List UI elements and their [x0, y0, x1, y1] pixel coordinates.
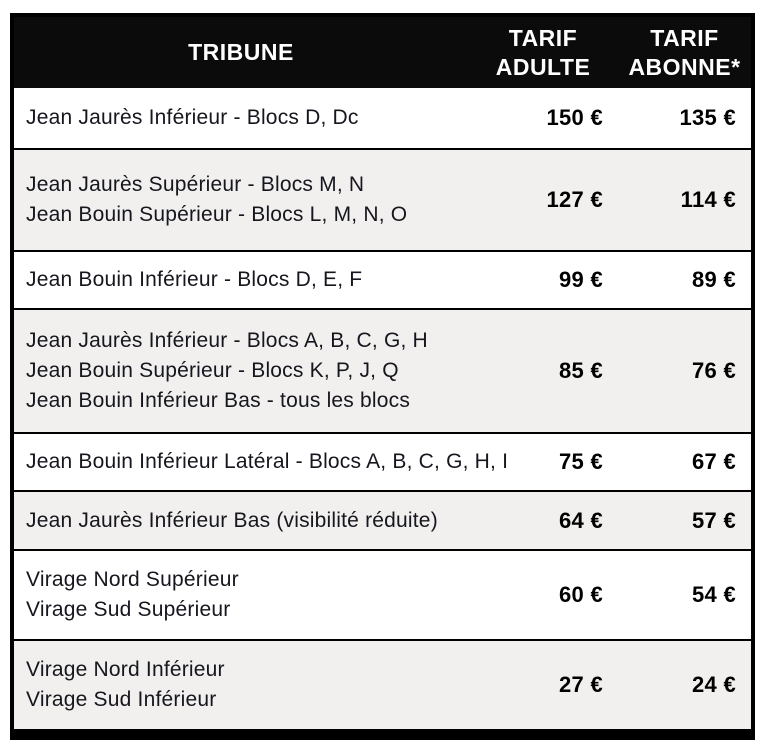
- column-header-tarif-adulte: TARIF ADULTE: [468, 17, 618, 88]
- column-header-tribune-label: TRIBUNE: [188, 39, 294, 65]
- tarif-table: TRIBUNE TARIF ADULTE TARIF ABONNE* Jean …: [14, 17, 751, 729]
- table-row: Jean Bouin Inférieur - Blocs D, E, F 99 …: [14, 250, 751, 309]
- tribune-name: Jean Jaurès Inférieur - Blocs D, Dc: [26, 106, 359, 129]
- adult-price: 150 €: [546, 105, 603, 130]
- table-row: Jean Jaurès Inférieur - Blocs D, Dc 150 …: [14, 88, 751, 149]
- abonne-price: 76 €: [618, 308, 751, 433]
- tribune-name: Jean Bouin Inférieur Bas - tous les bloc…: [26, 389, 411, 412]
- tribune-name: Virage Sud Supérieur: [26, 598, 231, 621]
- adult-price: 99 €: [468, 250, 618, 309]
- adult-price: 127 €: [468, 148, 618, 251]
- table-row: Virage Nord Supérieur Virage Sud Supérie…: [14, 549, 751, 640]
- tribune-name: Jean Bouin Inférieur - Blocs D, E, F: [26, 268, 363, 291]
- tarif-table-container: TRIBUNE TARIF ADULTE TARIF ABONNE* Jean …: [10, 13, 755, 740]
- adult-price: 60 €: [468, 549, 618, 640]
- tribune-cell: Jean Bouin Inférieur Latéral - Blocs A, …: [14, 432, 509, 491]
- tarif-adulte-line2: ADULTE: [495, 53, 591, 80]
- abonne-price: 24 €: [618, 639, 751, 729]
- abonne-price: 54 €: [618, 549, 751, 640]
- tribune-name: Jean Jaurès Inférieur - Blocs A, B, C, G…: [26, 329, 428, 352]
- column-header-tarif-abonne: TARIF ABONNE*: [618, 17, 751, 88]
- table-header: TRIBUNE TARIF ADULTE TARIF ABONNE*: [14, 17, 751, 88]
- abonne-price: 114 €: [618, 148, 751, 251]
- tarif-abonne-line2: ABONNE*: [628, 53, 741, 80]
- tribune-name: Jean Bouin Inférieur Latéral - Blocs A, …: [26, 450, 509, 473]
- tribune-cell: Jean Jaurès Supérieur - Blocs M, N Jean …: [14, 148, 468, 251]
- abonne-price: 67 €: [618, 432, 751, 491]
- adult-price: 64 €: [468, 490, 618, 550]
- table-row: Jean Jaurès Supérieur - Blocs M, N Jean …: [14, 148, 751, 251]
- table-row: Jean Bouin Inférieur Latéral - Blocs A, …: [14, 432, 751, 491]
- table-row: Jean Jaurès Inférieur - Blocs A, B, C, G…: [14, 308, 751, 433]
- tarif-adulte-line1: TARIF: [508, 24, 578, 51]
- tribune-cell: Virage Nord Supérieur Virage Sud Supérie…: [14, 549, 468, 640]
- tribune-name: Virage Sud Inférieur: [26, 688, 217, 711]
- table-row: Virage Nord Inférieur Virage Sud Inférie…: [14, 639, 751, 729]
- tribune-name: Jean Jaurès Supérieur - Blocs M, N: [26, 173, 365, 196]
- adult-price: 27 €: [468, 639, 618, 729]
- tribune-name: Jean Bouin Supérieur - Blocs K, P, J, Q: [26, 359, 399, 382]
- abonne-price: 57 €: [618, 490, 751, 550]
- tribune-cell: Jean Jaurès Inférieur Bas (visibilité ré…: [14, 490, 468, 550]
- adult-price: 85 €: [468, 308, 618, 433]
- tribune-cell: Virage Nord Inférieur Virage Sud Inférie…: [14, 639, 468, 729]
- abonne-price: 135 €: [679, 105, 736, 130]
- tribune-name: Virage Nord Inférieur: [26, 658, 225, 681]
- table-body: Jean Jaurès Inférieur - Blocs D, Dc 150 …: [14, 88, 751, 729]
- abonne-price: 89 €: [618, 250, 751, 309]
- table-row: Jean Jaurès Inférieur Bas (visibilité ré…: [14, 490, 751, 550]
- header-row: TRIBUNE TARIF ADULTE TARIF ABONNE*: [14, 17, 751, 88]
- tribune-name: Jean Bouin Supérieur - Blocs L, M, N, O: [26, 203, 408, 226]
- tribune-cell: Jean Bouin Inférieur - Blocs D, E, F: [14, 250, 468, 309]
- tribune-name: Jean Jaurès Inférieur Bas (visibilité ré…: [26, 508, 438, 532]
- adult-price: 75 €: [468, 432, 618, 491]
- tarif-abonne-line1: TARIF: [650, 24, 719, 51]
- tribune-name: Virage Nord Supérieur: [26, 568, 239, 591]
- tribune-cell: Jean Jaurès Inférieur - Blocs D, Dc: [14, 88, 468, 149]
- tribune-cell: Jean Jaurès Inférieur - Blocs A, B, C, G…: [14, 308, 468, 433]
- column-header-tribune: TRIBUNE: [14, 17, 468, 88]
